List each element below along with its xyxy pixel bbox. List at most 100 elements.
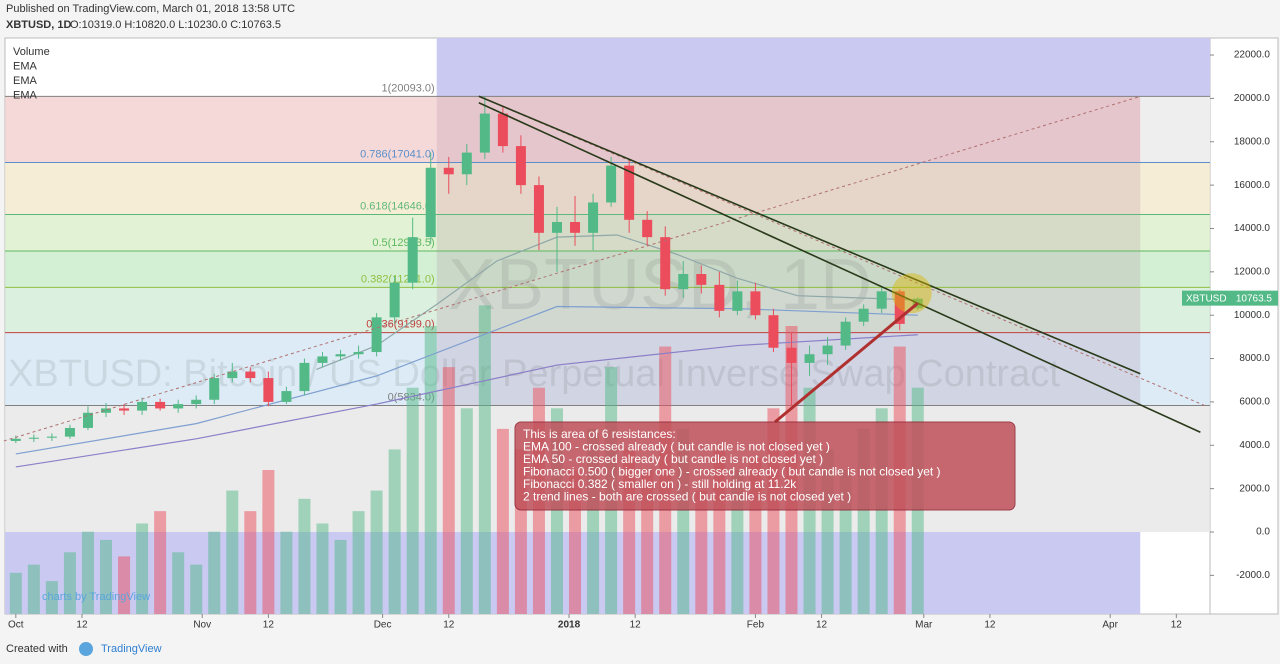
footer-text: Created with bbox=[6, 643, 68, 655]
x-tick-label: 12 bbox=[984, 620, 996, 631]
x-tick-label: Nov bbox=[193, 620, 211, 631]
volume-bar bbox=[154, 511, 167, 614]
x-tick-label: 12 bbox=[443, 620, 455, 631]
x-tick-label: 12 bbox=[1171, 620, 1183, 631]
footer-brand: TradingView bbox=[101, 643, 162, 655]
annotation-text: Fibonacci 0.382 ( smaller on ) - still h… bbox=[523, 477, 797, 491]
y-tick-label: 18000.0 bbox=[1234, 136, 1271, 147]
y-tick-label: 6000.0 bbox=[1239, 397, 1270, 408]
volume-bar bbox=[352, 511, 365, 614]
candle-body bbox=[876, 291, 887, 309]
candle-body bbox=[894, 291, 905, 324]
fib-label: 0.236(9199.0) bbox=[366, 318, 435, 330]
candle-body bbox=[64, 427, 75, 437]
volume-bar bbox=[424, 326, 437, 614]
ema-line bbox=[15, 305, 918, 455]
candle-body bbox=[119, 408, 130, 411]
candle-body bbox=[191, 399, 202, 405]
x-tick-label: Feb bbox=[747, 620, 765, 631]
candle-body bbox=[588, 202, 599, 233]
candle-body bbox=[786, 347, 797, 363]
price-symbol: XBTUSD bbox=[1186, 293, 1227, 304]
candle-body bbox=[858, 308, 869, 322]
fib-label: 0.786(17041.0) bbox=[360, 148, 435, 160]
y-tick-label: 10000.0 bbox=[1234, 310, 1271, 321]
legend-entry: Volume bbox=[13, 46, 50, 58]
ohlc: O:10319.0 H:10820.0 L:10230.0 C:10763.5 bbox=[70, 19, 281, 31]
candle-body bbox=[732, 291, 743, 311]
annotation-box bbox=[514, 421, 1016, 511]
volume-bar bbox=[136, 523, 149, 614]
candle-body bbox=[696, 274, 707, 285]
volume-bar bbox=[298, 498, 311, 614]
y-tick-label: 4000.0 bbox=[1239, 440, 1270, 451]
volume-bar bbox=[370, 490, 383, 614]
candle-body bbox=[551, 221, 562, 233]
candle-body bbox=[768, 315, 779, 348]
candle-body bbox=[425, 167, 436, 238]
candle-body bbox=[660, 237, 671, 290]
candle-body bbox=[227, 371, 238, 379]
volume-bar bbox=[460, 408, 473, 614]
volume-bar bbox=[280, 531, 293, 614]
x-tick-label: 2018 bbox=[558, 620, 581, 631]
candle-body bbox=[479, 113, 490, 153]
volume-bar bbox=[27, 564, 40, 614]
candle-body bbox=[407, 237, 418, 283]
ema-line bbox=[316, 234, 918, 370]
y-tick-label: 20000.0 bbox=[1234, 93, 1271, 104]
candle-body bbox=[82, 412, 93, 428]
logo bbox=[79, 642, 93, 656]
candle-body bbox=[497, 113, 508, 147]
candle-body bbox=[371, 317, 382, 353]
y-tick-label: 12000.0 bbox=[1234, 266, 1271, 277]
candle-body bbox=[263, 378, 274, 402]
fib-label: 0.5(12963.5) bbox=[372, 237, 434, 249]
candle-body bbox=[317, 356, 328, 363]
legend-entry: EMA bbox=[13, 89, 38, 101]
right-blank bbox=[1140, 96, 1210, 163]
published: Published on TradingView.com, March 01, … bbox=[6, 3, 295, 15]
annotation-text: This is area of 6 resistances: bbox=[523, 427, 676, 441]
volume-bar bbox=[118, 556, 131, 614]
fib-band bbox=[5, 250, 1210, 288]
candle-body bbox=[461, 152, 472, 175]
annotation-text: 2 trend lines - both are crossed ( but c… bbox=[523, 490, 851, 504]
candle-body bbox=[570, 221, 581, 233]
candle-body bbox=[533, 185, 544, 233]
y-tick-label: 14000.0 bbox=[1234, 223, 1271, 234]
volume-bar bbox=[695, 490, 708, 614]
candle-body bbox=[299, 362, 310, 392]
volume-bar bbox=[334, 539, 347, 614]
candle-body bbox=[840, 321, 851, 346]
symbol: XBTUSD, 1D bbox=[6, 19, 71, 31]
watermark: XBTUSD, 1D bbox=[448, 245, 872, 325]
candle-body bbox=[10, 438, 21, 441]
volume-bar bbox=[190, 564, 203, 614]
callout-pointer bbox=[774, 302, 919, 424]
highlight bbox=[891, 273, 932, 314]
x-tick-label: 12 bbox=[630, 620, 642, 631]
candle-body bbox=[245, 371, 256, 379]
candle-body bbox=[281, 391, 292, 402]
fib-label: 0.618(14646.0) bbox=[360, 200, 435, 212]
ema-line bbox=[15, 334, 918, 468]
annotation-text: Fibonacci 0.500 ( bigger one ) - crossed… bbox=[523, 465, 941, 479]
candle-body bbox=[624, 165, 635, 220]
volume-bar bbox=[63, 552, 76, 614]
legend-entry: EMA bbox=[13, 75, 38, 87]
annotation-text: EMA 100 - crossed already ( but candle i… bbox=[523, 440, 830, 454]
candle-body bbox=[101, 408, 112, 413]
x-tick-label: 12 bbox=[816, 620, 828, 631]
candle-body bbox=[822, 345, 833, 355]
trend-line bbox=[478, 102, 1201, 434]
volume-bar bbox=[172, 552, 185, 614]
y-tick-label: 2000.0 bbox=[1239, 483, 1270, 494]
candle-body bbox=[443, 167, 454, 175]
trend-line bbox=[478, 95, 1141, 375]
volume-bar bbox=[9, 572, 22, 614]
volume-bar bbox=[442, 367, 455, 614]
candle-body bbox=[678, 274, 689, 290]
